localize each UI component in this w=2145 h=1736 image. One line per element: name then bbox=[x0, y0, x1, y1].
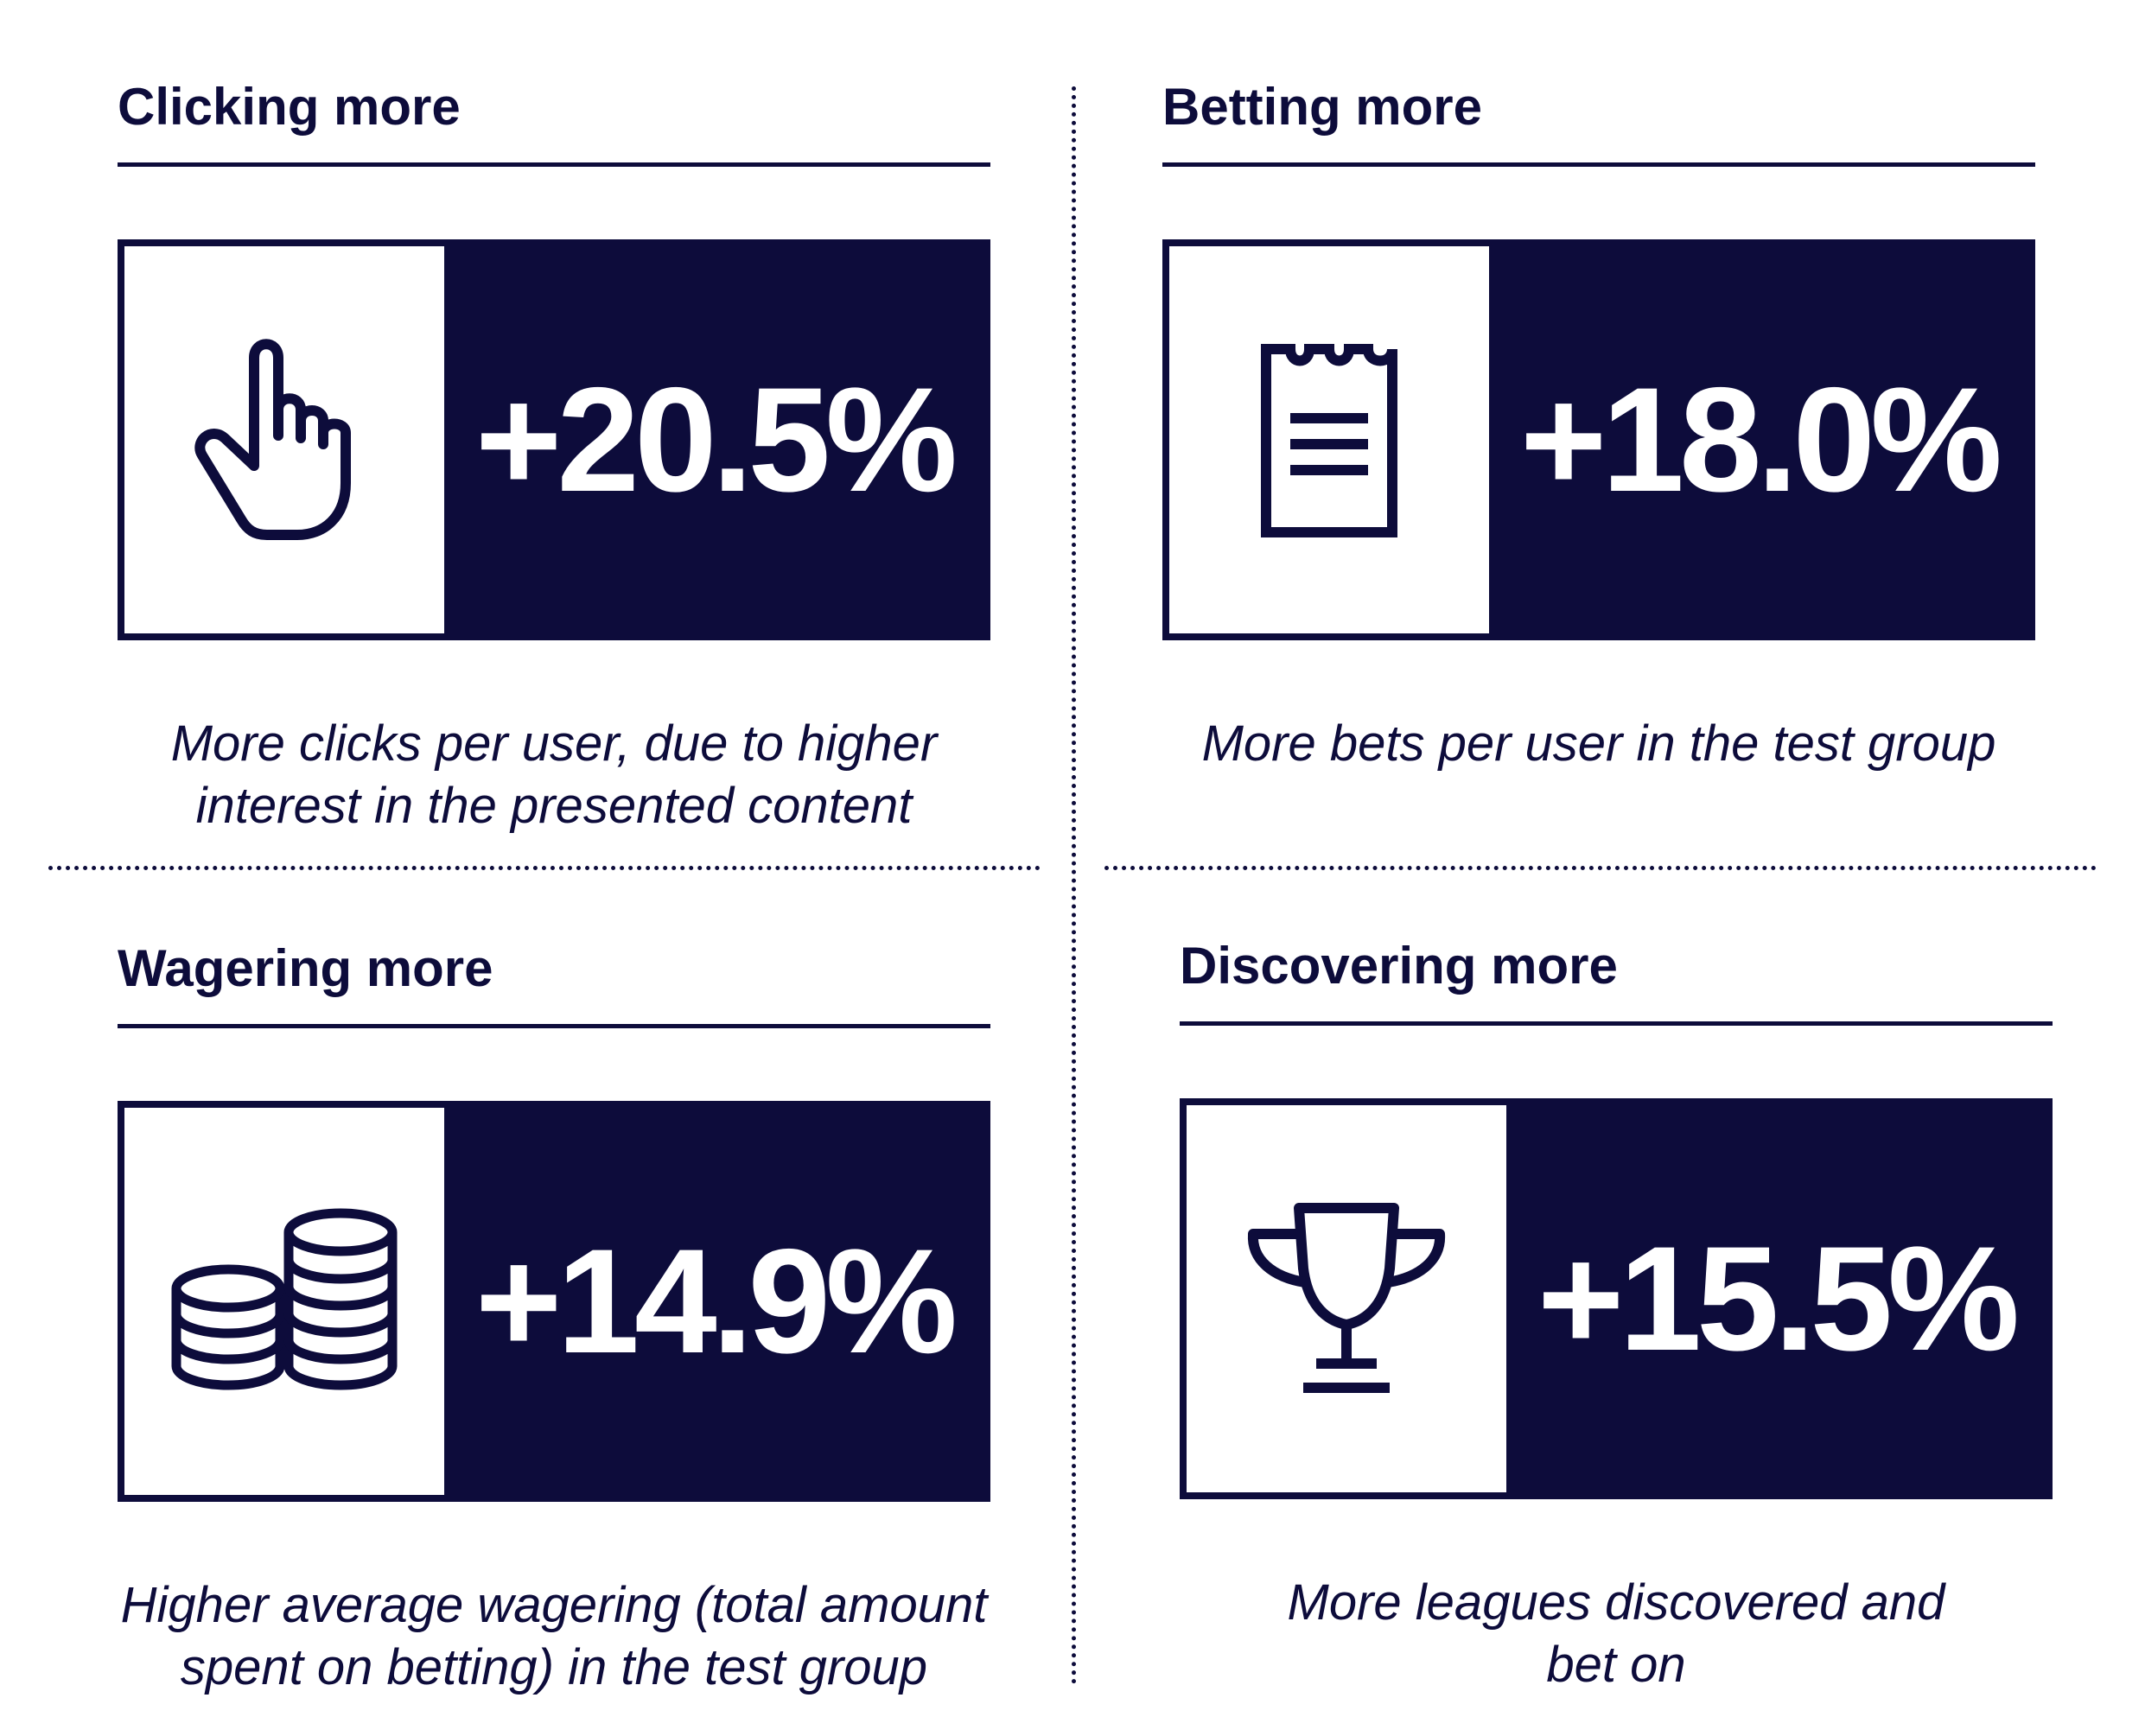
description-line: interest in the presented content bbox=[195, 778, 913, 834]
stat-heading: Wagering more bbox=[118, 939, 493, 997]
icon-panel bbox=[1169, 246, 1489, 633]
stat-betting: Betting more +18.0% More bets per user i… bbox=[1162, 76, 2035, 775]
stat-discovering: Discovering more +15.5% More leagues dis… bbox=[1180, 935, 2053, 1696]
pointing-hand-icon bbox=[194, 339, 351, 540]
heading-underline bbox=[118, 162, 990, 167]
stat-value: +14.9% bbox=[474, 1218, 958, 1384]
value-panel: +20.5% bbox=[444, 246, 983, 633]
vertical-dotted-divider bbox=[1072, 86, 1076, 1685]
description-line: bet on bbox=[1546, 1637, 1686, 1693]
stat-heading: Discovering more bbox=[1180, 937, 1618, 995]
heading-underline bbox=[1180, 1021, 2053, 1026]
stat-value: +15.5% bbox=[1537, 1216, 2020, 1382]
receipt-icon bbox=[1261, 344, 1397, 537]
stat-description: Higher average wagering (total amount sp… bbox=[118, 1574, 990, 1699]
icon-panel bbox=[124, 246, 444, 633]
value-panel: +18.0% bbox=[1489, 246, 2028, 633]
horizontal-dotted-divider-left bbox=[48, 866, 1041, 870]
stat-description: More clicks per user, due to higher inte… bbox=[118, 713, 990, 837]
description-line: spent on betting) in the test group bbox=[180, 1639, 928, 1695]
coins-icon bbox=[171, 1208, 398, 1390]
stat-wagering: Wagering more bbox=[118, 938, 990, 1699]
stat-card: +14.9% bbox=[118, 1101, 990, 1502]
trophy-icon bbox=[1247, 1203, 1446, 1393]
description-line: More bets per user in the test group bbox=[1201, 715, 1996, 772]
stat-value: +18.0% bbox=[1519, 357, 2002, 523]
heading-underline bbox=[1162, 162, 2035, 167]
icon-panel bbox=[1187, 1105, 1506, 1492]
stat-heading: Clicking more bbox=[118, 78, 461, 136]
stat-description: More bets per user in the test group bbox=[1162, 713, 2035, 775]
icon-panel bbox=[124, 1108, 444, 1495]
value-panel: +15.5% bbox=[1506, 1105, 2046, 1492]
stat-card: +20.5% bbox=[118, 239, 990, 640]
stat-description: More leagues discovered and bet on bbox=[1180, 1572, 2053, 1696]
description-line: More leagues discovered and bbox=[1287, 1574, 1945, 1631]
stat-card: +18.0% bbox=[1162, 239, 2035, 640]
stat-clicking: Clicking more +20.5% More clicks per use… bbox=[118, 76, 990, 837]
description-line: More clicks per user, due to higher bbox=[170, 715, 938, 772]
stat-value: +20.5% bbox=[474, 357, 958, 523]
description-line: Higher average wagering (total amount bbox=[120, 1577, 988, 1633]
stat-heading: Betting more bbox=[1162, 78, 1483, 136]
value-panel: +14.9% bbox=[444, 1108, 983, 1495]
heading-underline bbox=[118, 1024, 990, 1028]
horizontal-dotted-divider-right bbox=[1104, 866, 2097, 870]
stat-card: +15.5% bbox=[1180, 1098, 2053, 1499]
